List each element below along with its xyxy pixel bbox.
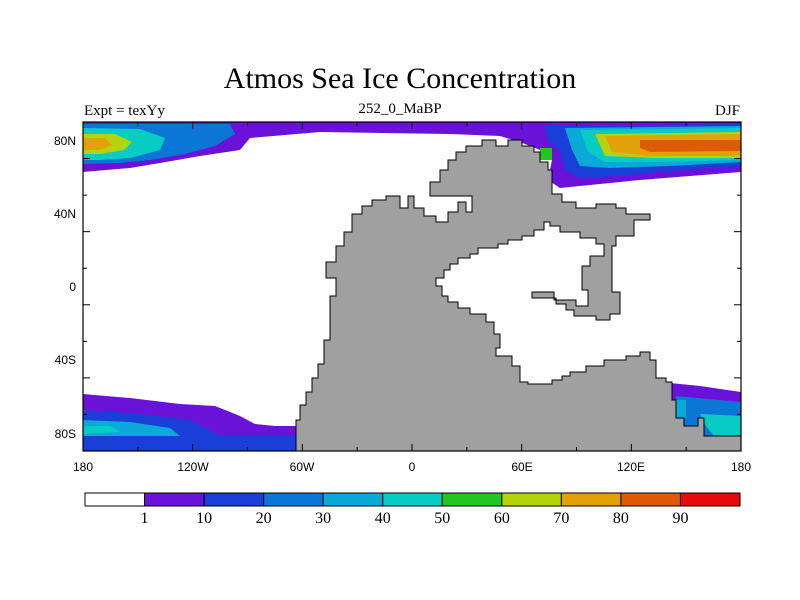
colorbar-label: 80 xyxy=(613,510,629,527)
colorbar xyxy=(84,492,741,507)
colorbar-swatch xyxy=(501,492,562,507)
colorbar-swatch xyxy=(322,492,384,507)
x-tick-label: 120W xyxy=(177,460,209,474)
y-ticks xyxy=(83,121,741,452)
x-tick-label: 60W xyxy=(290,460,315,474)
south-ice-east-teal xyxy=(700,414,741,436)
x-tick-label: 0 xyxy=(409,460,416,474)
colorbar-swatch xyxy=(620,492,681,507)
colorbar-label: 1 xyxy=(141,510,149,527)
north-sea-ice xyxy=(83,122,741,188)
south-ice-east-lightblue xyxy=(676,400,686,418)
south-ice-west-blue xyxy=(83,410,296,451)
colorbar-labels: 1 10 20 30 40 50 60 70 80 90 xyxy=(141,510,689,527)
colorbar-label: 50 xyxy=(434,510,450,527)
pangaea-landmass xyxy=(295,139,741,451)
colorbar-swatch xyxy=(203,492,265,507)
colorbar-label: 70 xyxy=(553,510,569,527)
y-tick-label: 0 xyxy=(69,280,76,294)
colorbar-swatch xyxy=(679,492,741,507)
y-tick-label: 40N xyxy=(54,207,76,221)
x-tick-label: 180 xyxy=(731,460,751,474)
y-tick-label: 40S xyxy=(55,353,76,367)
season-label: DJF xyxy=(714,103,740,119)
x-tick-label: 180 xyxy=(73,460,93,474)
north-ice-west-orange xyxy=(83,138,112,150)
north-ice-east-green xyxy=(540,148,552,160)
colorbar-swatch xyxy=(560,492,622,507)
colorbar-swatch xyxy=(441,492,503,507)
colorbar-label: 20 xyxy=(256,510,272,527)
y-tick-label: 80S xyxy=(55,427,76,441)
colorbar-swatch xyxy=(144,492,205,507)
x-tick-label: 60E xyxy=(511,460,532,474)
plot-title: Atmos Sea Ice Concentration xyxy=(223,62,577,95)
colorbar-label: 40 xyxy=(375,510,391,527)
colorbar-label: 30 xyxy=(315,510,331,527)
y-tick-labels: 80N 40N 0 40S 80S xyxy=(54,134,76,441)
colorbar-label: 10 xyxy=(196,510,212,527)
experiment-label: Expt = texYy xyxy=(84,103,165,119)
colorbar-label: 90 xyxy=(672,510,688,527)
colorbar-label: 60 xyxy=(494,510,510,527)
map-area xyxy=(83,122,741,451)
x-ticks xyxy=(82,122,742,451)
north-ice-east-red xyxy=(640,140,741,152)
y-tick-label: 80N xyxy=(54,134,76,148)
time-label: 252_0_MaBP xyxy=(358,101,442,117)
x-tick-labels: 180 120W 60W 0 60E 120E 180 xyxy=(73,460,751,474)
colorbar-swatch xyxy=(84,492,146,507)
colorbar-swatch xyxy=(382,492,443,507)
colorbar-swatch xyxy=(263,492,324,507)
south-ice-west-teal xyxy=(83,426,120,434)
x-tick-label: 120E xyxy=(617,460,645,474)
